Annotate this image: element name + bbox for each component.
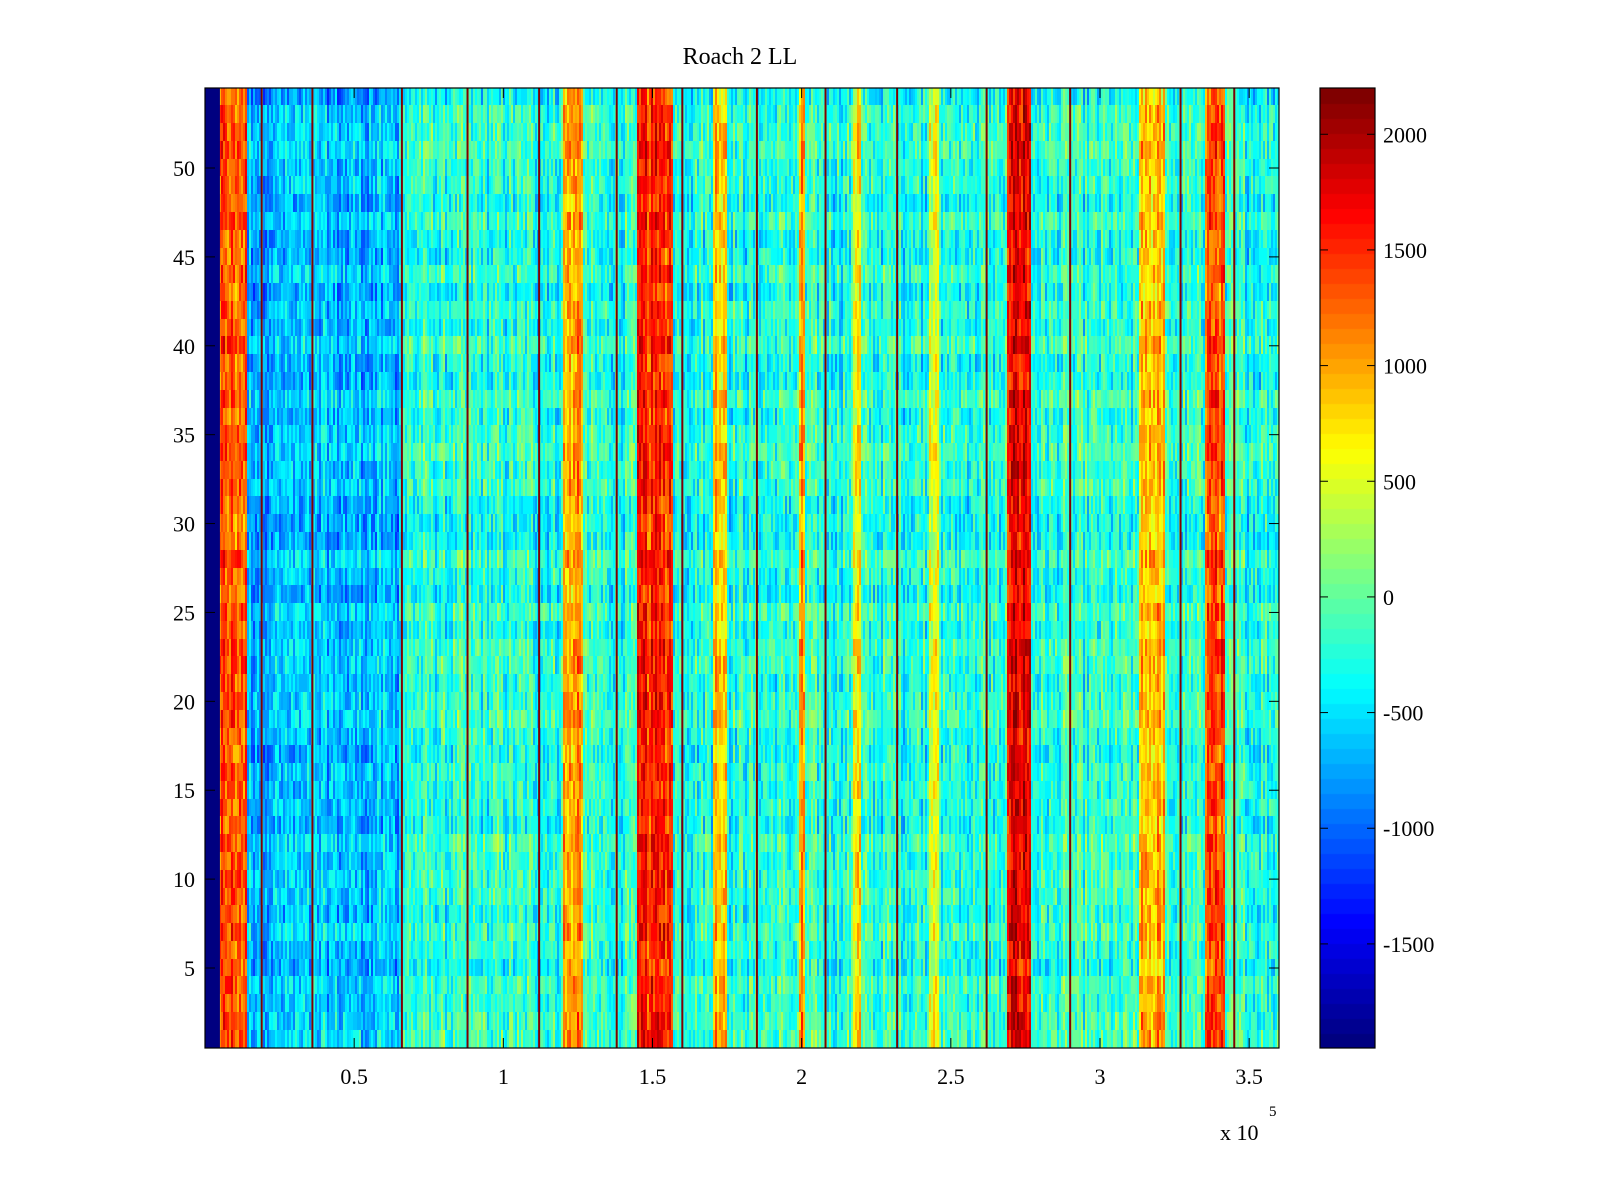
x-tick-label: 0.5 [340,1064,368,1089]
y-tick-label: 45 [173,245,195,270]
y-tick-label: 15 [173,778,195,803]
colorbar-tick-label: 2000 [1383,122,1427,147]
chart-title: Roach 2 LL [683,44,798,70]
y-tick-label: 35 [173,423,195,448]
y-tick-label: 40 [173,334,195,359]
x-exponent-base: x 10 [1220,1120,1259,1145]
x-exponent-power: 5 [1269,1104,1277,1120]
y-tick-label: 5 [184,956,195,981]
x-tick-label: 1 [498,1064,509,1089]
y-tick-label: 50 [173,156,195,181]
x-tick-label: 2.5 [937,1064,965,1089]
heatmap-image [205,88,1279,1048]
y-tick-label: 10 [173,867,195,892]
colorbar-tick-label: -500 [1383,701,1423,726]
colorbar-tick-label: 0 [1383,585,1394,610]
colorbar-tick-label: -1000 [1383,816,1434,841]
x-tick-label: 3.5 [1235,1064,1263,1089]
vertical-lines [260,88,1236,1048]
y-tick-label: 30 [173,512,195,537]
x-tick-label: 1.5 [639,1064,667,1089]
colorbar-axis: -1500 -1000 -500 0 500 1000 1500 2000 [1320,122,1434,957]
y-tick-label: 20 [173,689,195,714]
x-tick-label: 3 [1095,1064,1106,1089]
colorbar-tick-label: 1000 [1383,354,1427,379]
y-tick-label: 25 [173,600,195,625]
y-axis: 5 10 15 20 25 30 35 40 45 50 [173,156,1279,981]
x-exponent-label: x 10 [1220,1120,1259,1145]
colorbar-tick-label: -1500 [1383,932,1434,957]
plot-frame [204,87,1280,1049]
colorbar-gradient [1320,88,1375,1048]
colorbar-tick-label: 500 [1383,469,1416,494]
colorbar-frame [1319,87,1376,1049]
heatmap-canvas-wrap [205,88,1279,1048]
x-tick-label: 2 [796,1064,807,1089]
colorbar-wrap [1320,88,1375,1048]
colorbar-tick-label: 1500 [1383,238,1427,263]
x-axis: 0.5 1 1.5 2 2.5 3 3.5 [340,88,1263,1089]
